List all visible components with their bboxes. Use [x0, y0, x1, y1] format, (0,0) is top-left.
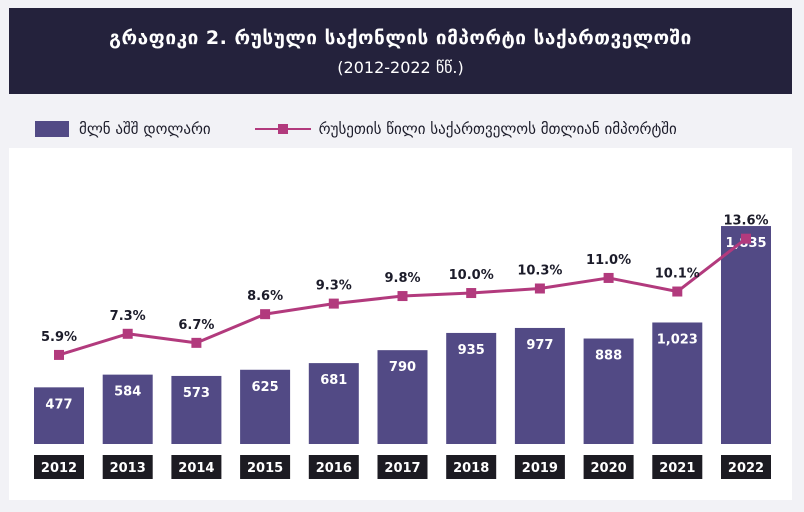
- legend-line-label: რუსეთის წილი საქართველოს მთლიან იმპორტში: [318, 120, 677, 138]
- line-point-2020: [603, 272, 614, 283]
- bar-2017: [377, 350, 428, 444]
- bar-label-2016: 681: [320, 373, 347, 388]
- legend: მლნ აშშ დოლარი რუსეთის წილი საქართველოს …: [35, 118, 677, 140]
- bar-2014: [171, 375, 222, 444]
- bar-2019: [514, 327, 565, 444]
- x-tick-label-2014: 2014: [178, 461, 214, 476]
- x-tick-label-2022: 2022: [728, 461, 764, 476]
- bar-2016: [308, 363, 359, 444]
- x-tick-box-2015: [240, 455, 291, 479]
- line-point-2013: [122, 328, 133, 339]
- line-label-2014: 6.7%: [178, 318, 214, 333]
- x-tick-label-2018: 2018: [453, 461, 489, 476]
- legend-bar-swatch: [35, 121, 69, 137]
- bar-label-2018: 935: [458, 343, 485, 358]
- bar-2015: [240, 369, 291, 444]
- line-point-2016: [328, 298, 339, 309]
- x-tick-box-2020: [583, 455, 634, 479]
- x-tick-label-2016: 2016: [316, 461, 352, 476]
- line-label-2020: 11.0%: [586, 253, 631, 268]
- legend-bar-label: მლნ აშშ დოლარი: [79, 120, 211, 138]
- bar-label-2021: 1,023: [657, 332, 698, 347]
- line-label-2019: 10.3%: [517, 264, 562, 279]
- x-tick-box-2022: [721, 455, 771, 479]
- bar-label-2015: 625: [252, 380, 279, 395]
- bar-2012: [34, 387, 84, 444]
- line-label-2021: 10.1%: [655, 267, 700, 282]
- bar-label-2014: 573: [183, 386, 210, 401]
- line-label-2022: 13.6%: [723, 214, 768, 229]
- x-tick-label-2019: 2019: [522, 461, 558, 476]
- line-label-2016: 9.3%: [316, 279, 352, 294]
- line-point-2012: [54, 349, 64, 360]
- bar-label-2019: 977: [526, 338, 553, 353]
- x-tick-label-2012: 2012: [41, 461, 77, 476]
- line-label-2013: 7.3%: [110, 309, 146, 324]
- bar-2013: [102, 374, 153, 444]
- line-point-2017: [397, 291, 408, 302]
- bar-label-2020: 888: [595, 349, 622, 364]
- x-tick-box-2012: [34, 455, 84, 479]
- legend-line-swatch: [254, 121, 311, 137]
- chart-header: გრაფიკი 2. რუსული საქონლის იმპორტი საქარ…: [9, 8, 792, 94]
- x-tick-box-2013: [102, 455, 153, 479]
- x-tick-label-2017: 2017: [384, 461, 420, 476]
- bar-label-2013: 584: [114, 385, 141, 400]
- x-tick-box-2016: [308, 455, 359, 479]
- x-tick-label-2015: 2015: [247, 461, 283, 476]
- bar-2021: [652, 322, 703, 444]
- chart-subtitle: (2012-2022 წწ.): [337, 58, 464, 77]
- bar-label-2012: 477: [45, 397, 72, 412]
- line-label-2012: 5.9%: [41, 330, 77, 345]
- line-label-2018: 10.0%: [449, 268, 494, 283]
- line-point-2019: [534, 283, 545, 294]
- line-point-2018: [466, 288, 477, 299]
- x-tick-label-2020: 2020: [591, 461, 627, 476]
- line-point-2021: [672, 286, 683, 297]
- line-point-2014: [191, 337, 202, 348]
- x-tick-box-2018: [446, 455, 497, 479]
- x-tick-box-2017: [377, 455, 428, 479]
- chart-svg: 477 2012 584 2013 573 2014 625 2015 681 2016 790 20…: [34, 214, 771, 479]
- bar-label-2017: 790: [389, 360, 416, 375]
- x-tick-box-2021: [652, 455, 703, 479]
- bar-2020: [583, 338, 634, 444]
- x-tick-box-2019: [514, 455, 565, 479]
- x-tick-label-2013: 2013: [110, 461, 146, 476]
- line-point-2015: [260, 309, 271, 320]
- x-tick-label-2021: 2021: [659, 461, 695, 476]
- line-point-2022: [741, 233, 751, 244]
- line-label-2015: 8.6%: [247, 289, 283, 304]
- bar-2022: [721, 226, 771, 444]
- bar-2018: [446, 332, 497, 444]
- x-tick-box-2014: [171, 455, 222, 479]
- chart-title: გრაფიკი 2. რუსული საქონლის იმპორტი საქარ…: [109, 27, 692, 49]
- line-label-2017: 9.8%: [384, 271, 420, 286]
